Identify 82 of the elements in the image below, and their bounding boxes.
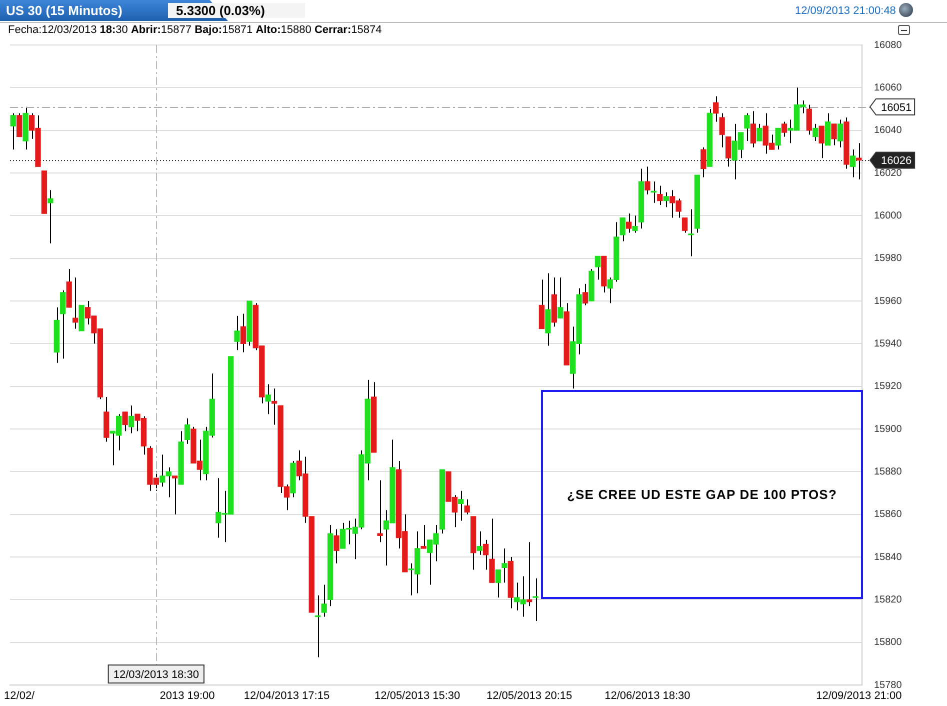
candlestick — [682, 217, 688, 234]
candlestick — [719, 112, 725, 148]
text-outline: ¿SE CREE UD ESTE GAP DE 100 PTOS? — [541, 390, 863, 599]
candlestick — [775, 128, 781, 150]
x-tick-label: 12/04/2013 17:15 — [244, 690, 330, 702]
candlestick — [781, 121, 788, 138]
candlestick — [713, 96, 719, 122]
candlestick — [172, 475, 178, 515]
candlestick — [644, 166, 650, 195]
annotation: ¿SE CREE UD ESTE GAP DE 100 PTOS? — [567, 487, 837, 502]
chart-subtitle: 5.3300 (0.03%) — [168, 3, 305, 18]
candlestick — [482, 539, 489, 570]
y-tick-label: 15860 — [874, 509, 902, 520]
y-tick-label: 16040 — [874, 125, 902, 136]
candlestick — [377, 480, 383, 543]
ref-line-label: 16051 — [880, 102, 912, 114]
candlestick — [582, 283, 588, 306]
candlestick — [321, 584, 327, 618]
y-tick-label: 16080 — [874, 40, 902, 51]
candlestick — [818, 126, 824, 159]
candlestick — [744, 112, 750, 142]
x-tick-label: 12/09/2013 21:00 — [816, 690, 902, 702]
y-tick-label: 15800 — [874, 637, 902, 648]
candlestick — [831, 123, 837, 146]
candlestick — [750, 110, 756, 148]
y-tick-label: 16000 — [874, 210, 902, 222]
candlestick — [700, 146, 706, 178]
candlestick — [122, 411, 128, 432]
x-tick-label: 12/05/2013 20:15 — [486, 690, 572, 702]
y-tick-label: 16020 — [874, 168, 902, 179]
candlestick — [806, 104, 812, 136]
candlestick — [72, 277, 78, 330]
candlestick — [626, 213, 632, 234]
candlestick — [265, 384, 271, 415]
candlestick — [502, 548, 508, 584]
candlestick — [476, 530, 482, 556]
candlestick — [464, 498, 470, 515]
x-tick-label: 12/06/2013 18:30 — [604, 690, 690, 702]
candlestick — [458, 490, 464, 522]
candlestick — [812, 123, 818, 142]
y-tick-label: 15840 — [874, 552, 902, 563]
chart-title: US 30 (15 Minutos) — [6, 3, 122, 18]
candlestick — [856, 142, 862, 180]
x-tick-label: 2013 19:00 — [160, 690, 215, 702]
candlestick — [850, 149, 856, 178]
candlestick — [837, 119, 844, 148]
candlestick — [594, 256, 601, 280]
candlestick — [558, 277, 564, 319]
candlestick — [48, 190, 54, 244]
y-tick-label: 15960 — [874, 296, 902, 307]
candlestick — [128, 405, 134, 434]
candlestick — [184, 418, 190, 444]
candlestick — [334, 528, 340, 564]
text: Fecha:12/03/2013 18:30 Abrir:15877 Bajo:15871 Alto:15880 Cerrar:15874 — [8, 24, 382, 36]
candlestick — [657, 185, 663, 206]
candlestick — [234, 315, 240, 351]
candlestick — [663, 192, 669, 208]
candlestick — [688, 208, 694, 257]
text: 12/09/2013 21:00:48 — [795, 5, 896, 17]
candlestick — [420, 524, 426, 549]
y-tick-label: 15780 — [874, 680, 902, 691]
candlestick — [620, 217, 626, 242]
ref-line-label: 16026 — [880, 155, 912, 168]
x-tick-label: 12/03/2013 18:30 — [113, 669, 199, 682]
y-tick-label: 15920 — [874, 381, 902, 392]
candlestick — [532, 578, 538, 622]
y-tick-label: 15980 — [874, 253, 902, 264]
y-tick-label: 15940 — [874, 338, 902, 350]
candlestick — [725, 136, 732, 168]
candlestick — [756, 123, 762, 142]
y-tick-label: 15820 — [874, 594, 902, 606]
y-tick-label: 16060 — [874, 82, 902, 94]
candlestick — [495, 569, 502, 598]
candlestick — [16, 112, 22, 138]
candlestick — [10, 112, 16, 150]
candlestick — [632, 215, 638, 234]
y-tick-label: 15880 — [874, 466, 902, 478]
x-tick-label: 12/02/ — [4, 690, 36, 702]
candlestick — [240, 313, 246, 353]
candlestick — [60, 290, 66, 360]
x-tick-label: 12/05/2013 15:30 — [374, 690, 460, 702]
y-tick-label: 15900 — [874, 424, 902, 435]
